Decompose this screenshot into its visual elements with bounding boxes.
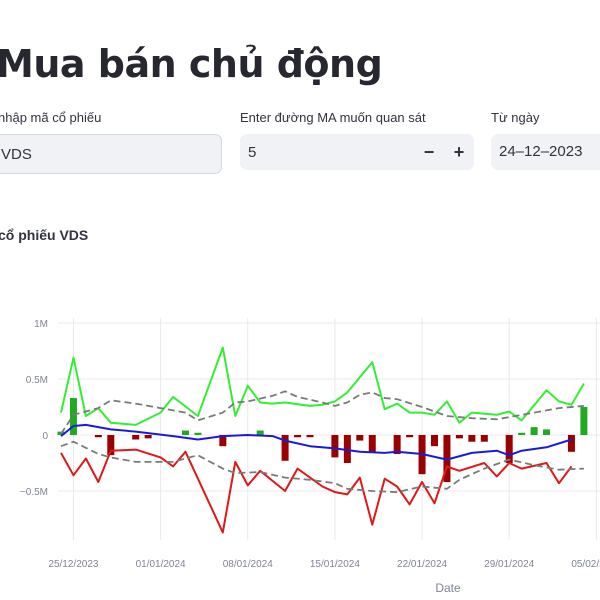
sell-bar [343,435,351,463]
sell-bar [431,435,438,447]
ma-line-series [60,423,572,461]
buy-bar [256,430,264,435]
ma-label: Enter đường MA muốn quan sát [240,110,426,125]
ma-input[interactable] [248,134,398,170]
ticker-label: nhập mã cổ phiếu [0,110,102,125]
band-upper-series [60,390,584,435]
sell-bar [219,435,227,447]
x-tick-label: 08/01/2024 [223,559,273,570]
sell-bar [406,435,414,438]
band-lower-series [60,440,584,494]
page-title: Mua bán chủ động [0,42,383,86]
x-tick-label: 05/02/2024 [571,559,600,570]
sell-bar [281,435,289,461]
sell-bar [294,435,302,438]
sell-bar [393,435,401,455]
x-tick-label: 15/01/2024 [310,559,360,570]
y-tick-label: −0.5M [20,487,48,498]
sell-bar [368,435,376,452]
active-trading-chart[interactable]: 1M 0.5M 0 −0.5M 25/12/2023 01/01/2024 08/01/20… [0,300,600,600]
sell-bar [132,435,140,440]
upper-line-series [60,346,585,426]
ticker-input[interactable] [1,135,221,173]
from-date-label: Từ ngày [491,110,540,125]
buy-bar [518,432,526,435]
from-date-value: 24–12–2023 [499,143,583,160]
y-tick-label: 0 [42,431,48,442]
y-tick-label: 0.5M [26,375,48,386]
buy-bar [182,430,189,435]
sell-bar [468,435,476,442]
ma-increment-button[interactable]: + [453,142,465,162]
sell-bar [306,435,314,438]
chart-title: cổ phiếu VDS [0,227,89,243]
buy-bar [194,432,202,435]
sell-bar [567,435,575,452]
sell-bar [144,435,152,439]
sell-bar [455,435,463,439]
sell-bar [505,435,513,463]
x-tick-label: 01/01/2024 [136,559,186,570]
x-tick-label: 29/01/2024 [484,559,534,570]
ma-decrement-button[interactable]: − [423,142,435,162]
ma-number-input: − + [240,134,474,170]
lower-line-series [60,448,573,534]
sell-bar [480,435,488,442]
x-tick-label: 22/01/2024 [397,559,447,570]
buy-bar [543,429,551,435]
buy-bar [69,398,77,435]
from-date-input[interactable]: 24–12–2023 [491,134,600,170]
sell-bar [443,435,451,483]
x-tick-label: 25/12/2023 [48,559,98,570]
sell-bar [94,435,102,438]
x-axis-label: Date [435,581,461,595]
buy-bar [530,427,538,435]
buy-bar [580,407,588,435]
sell-bar [331,435,339,458]
y-tick-label: 1M [34,319,48,330]
sell-bar [107,435,115,456]
ticker-input-wrapper[interactable] [0,134,222,174]
sell-bar [356,435,364,441]
